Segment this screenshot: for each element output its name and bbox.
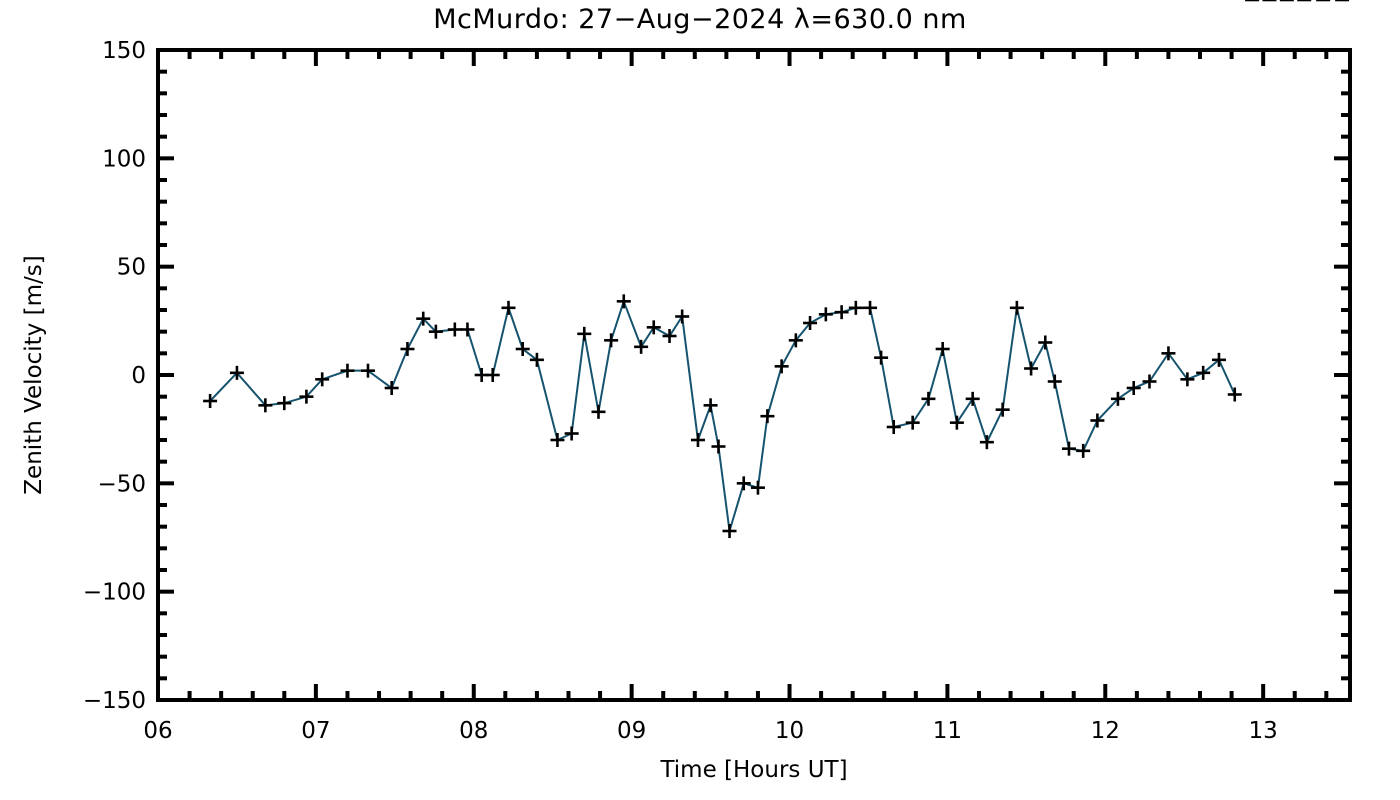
data-point-marker	[979, 435, 994, 450]
data-point-marker	[965, 391, 980, 406]
data-point-marker	[834, 305, 849, 320]
data-point-marker	[299, 389, 314, 404]
data-point-marker	[874, 350, 889, 365]
x-axis-tick-labels: 06 07 08 09 10 11 12 13	[143, 718, 1277, 744]
data-point-marker	[1196, 365, 1211, 380]
data-point-marker	[1126, 381, 1141, 395]
y-tick-label: 50	[117, 255, 146, 281]
data-point-marker	[1061, 441, 1076, 456]
data-point-marker	[360, 363, 375, 378]
y-axis-tick-labels: −150 −100 −50 0 50 100 150	[83, 38, 146, 714]
data-point-marker	[229, 365, 244, 380]
data-point-marker	[400, 342, 415, 356]
data-point-marker	[384, 381, 399, 395]
y-axis-label: Zenith Velocity [m/s]	[21, 255, 47, 494]
data-point-marker	[1142, 374, 1157, 389]
series-line-zenith-velocity	[209, 298, 1236, 532]
data-point-marker	[1038, 335, 1053, 350]
data-point-marker	[447, 322, 462, 337]
x-tick-label: 08	[459, 718, 488, 744]
data-point-marker	[803, 316, 818, 330]
series-markers-zenith-velocity	[203, 0, 1350, 538]
y-tick-label: 0	[131, 363, 146, 389]
data-point-marker	[774, 359, 789, 374]
data-point-marker	[428, 324, 443, 339]
data-point-marker	[711, 439, 726, 454]
data-point-marker	[722, 524, 737, 538]
x-tick-label: 13	[1249, 718, 1278, 744]
data-point-marker	[949, 415, 964, 430]
data-point-marker	[690, 433, 705, 447]
data-point-marker	[760, 409, 775, 424]
data-point-marker	[675, 309, 690, 324]
x-tick-label: 07	[301, 718, 330, 744]
y-tick-label: −150	[83, 688, 146, 714]
data-point-marker	[1161, 346, 1176, 361]
data-point-marker	[485, 368, 500, 382]
x-tick-label: 09	[617, 718, 646, 744]
data-point-marker	[634, 339, 649, 354]
data-point-marker	[258, 398, 273, 413]
x-tick-label: 06	[143, 718, 172, 744]
x-tick-label: 10	[775, 718, 804, 744]
data-point-marker	[604, 333, 619, 348]
y-axis-ticks	[158, 48, 1350, 702]
page-title: McMurdo: 27−Aug−2024 λ=630.0 nm	[433, 4, 967, 35]
data-point-marker	[995, 402, 1010, 417]
data-point-marker	[277, 396, 292, 411]
data-point-marker	[340, 363, 355, 378]
x-axis-label: Time [Hours UT]	[659, 757, 847, 783]
data-point-marker	[848, 300, 863, 315]
data-point-marker	[501, 300, 516, 315]
x-axis-ticks	[156, 50, 1329, 700]
data-point-marker	[863, 300, 878, 315]
data-point-marker	[750, 480, 765, 495]
x-tick-label: 11	[933, 718, 962, 744]
data-point-marker	[1110, 391, 1125, 406]
data-point-marker	[1047, 374, 1062, 389]
data-point-marker	[550, 433, 565, 447]
data-point-marker	[921, 391, 936, 406]
data-point-marker	[736, 476, 751, 491]
data-point-marker	[818, 307, 833, 322]
data-series-layer	[203, 0, 1350, 538]
data-point-marker	[788, 333, 803, 348]
data-point-marker	[577, 326, 592, 341]
y-tick-label: −50	[97, 471, 146, 497]
data-point-marker	[515, 342, 530, 356]
data-point-marker	[1009, 300, 1024, 315]
y-tick-label: 150	[102, 38, 146, 64]
data-point-marker	[662, 329, 677, 343]
data-point-marker	[646, 320, 661, 335]
data-point-marker	[529, 352, 544, 367]
data-point-marker	[1024, 361, 1039, 376]
data-point-marker	[591, 404, 606, 419]
data-point-marker	[315, 372, 330, 387]
data-point-marker	[616, 294, 631, 309]
data-point-marker	[703, 398, 718, 413]
y-tick-label: −100	[83, 580, 146, 606]
data-point-marker	[564, 426, 579, 441]
data-point-marker	[1180, 372, 1195, 387]
data-point-marker	[1227, 387, 1242, 402]
data-point-marker	[416, 311, 431, 326]
y-tick-label: 100	[102, 146, 146, 172]
data-point-marker	[1090, 413, 1105, 428]
x-tick-label: 12	[1091, 718, 1120, 744]
data-point-marker	[935, 342, 950, 356]
data-point-marker	[905, 415, 920, 430]
data-point-marker	[1076, 443, 1091, 458]
data-point-marker	[460, 322, 475, 337]
data-point-marker	[1211, 352, 1226, 367]
data-point-marker	[203, 394, 218, 408]
data-point-marker	[886, 420, 901, 434]
